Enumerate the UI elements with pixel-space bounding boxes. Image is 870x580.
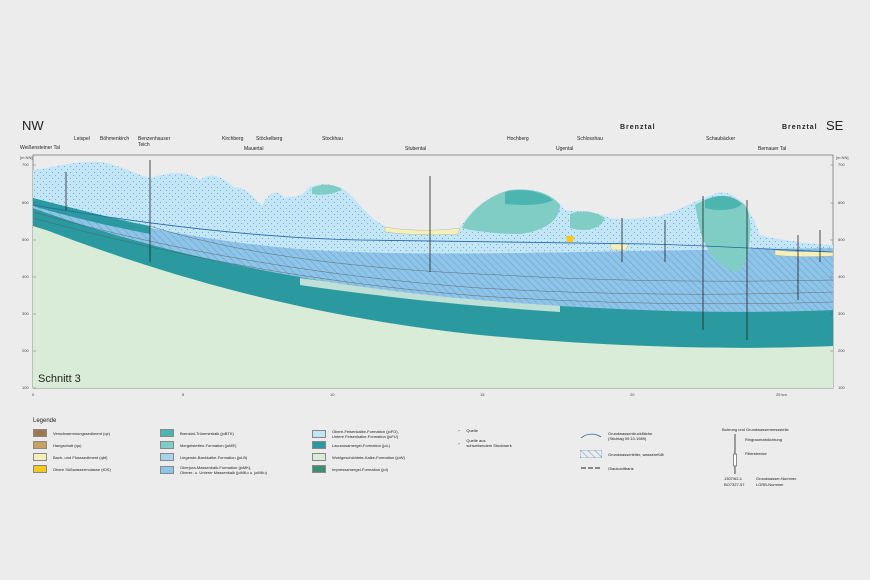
elevation-tick: 500 <box>22 237 29 242</box>
legend-lgrb-num: BO7327-57 <box>724 482 745 487</box>
locality-label: Böhmenkirch <box>100 136 130 142</box>
brenztal-label-mid: Brenztal <box>620 124 656 131</box>
distance-tick: 15 <box>480 392 485 397</box>
elevation-tick-right: 100 <box>838 385 845 390</box>
legend-item: Impressamergel-Formation (joI) <box>312 465 462 473</box>
distance-tick: 0 <box>32 392 35 397</box>
legend-item: Lacunosamergel-Formation (joL) <box>312 441 462 449</box>
distance-tick: 20 <box>630 392 635 397</box>
brenztal-label-right: Brenztal <box>782 124 818 131</box>
legend-aquifer: Grundwasserleiter, wasserefüllt <box>580 450 700 458</box>
glaukonit-icon <box>581 467 601 469</box>
dir-nw-label: NW <box>22 118 44 133</box>
elevation-tick-right: 700 <box>838 162 845 167</box>
sediment-stubental <box>384 226 461 235</box>
layer-joME-schlosshau <box>570 211 605 230</box>
legend-glaukonit: Glaukonitbank <box>580 464 700 472</box>
layer-joBTK-hochberg <box>505 190 553 205</box>
elevation-tick-right: 200 <box>838 348 845 353</box>
boreholes <box>65 160 821 340</box>
legend-item: Hangschutt (qu) <box>33 441 183 449</box>
locality-label: Hochberg <box>507 136 529 142</box>
groundwater-line <box>32 204 834 253</box>
borehole-symbol-icon <box>733 434 737 474</box>
legend-item: Brenztal-Trümmerkalk (joBTK) <box>160 429 310 437</box>
locality-label: Mauertal <box>244 146 264 152</box>
locality-label: Schaubäcker <box>706 136 736 142</box>
elevation-tick: 300 <box>22 311 29 316</box>
spring-icon: ⌐ <box>458 428 461 433</box>
spring-perched-icon: ⌐ <box>458 440 461 446</box>
legend-item: Oberjura-Massenkalk-Formation (joMK), Ob… <box>160 465 310 475</box>
legend-item: Bach- und Flusssediment (qbf) <box>33 453 183 461</box>
elevation-tick: 200 <box>22 348 29 353</box>
elevation-tick-right: 400 <box>838 274 845 279</box>
legend-gw-label: Grundwasser-Nummer <box>756 476 797 481</box>
legend-spring: ⌐ Quelle <box>458 428 478 433</box>
elevation-axis-left <box>33 164 833 389</box>
legend-ringraum: Ringraumabdichtung <box>745 437 782 442</box>
legend-item: Verschwemmungssediment (qz) <box>33 429 183 437</box>
boundary-line <box>32 217 834 304</box>
elevation-tick: 400 <box>22 274 29 279</box>
section-title: Schnitt 3 <box>38 373 81 385</box>
distance-tick: 25 km <box>776 392 787 397</box>
legend-lgrb-label: LGRB-Nummer <box>756 482 784 487</box>
elevation-tick-right: 500 <box>838 237 845 242</box>
locality-label: Weißensteiner Tal <box>20 145 60 151</box>
sediment-tOS <box>566 236 574 242</box>
boundary-line <box>149 225 834 282</box>
aquifer-hatch <box>33 200 833 312</box>
locality-label: Bernauer Tal <box>758 146 787 152</box>
dots-fill <box>33 161 833 254</box>
distance-tick: 10 <box>330 392 335 397</box>
legend-item: Mergelstetten-Formation (joME) <box>160 441 310 449</box>
locality-label: Ugental <box>556 146 574 152</box>
boundary-line <box>32 211 834 295</box>
elevation-unit-right: [m NN] <box>836 155 849 160</box>
elevation-tick: 600 <box>22 200 29 205</box>
locality-label: Kirchberg <box>222 136 244 142</box>
legend-gw-surface: Grundwasserdruckfläche (Stichtag 09.10.1… <box>580 431 700 441</box>
layer-joL-wedge <box>33 198 150 234</box>
sediment-ugental <box>609 243 629 251</box>
gw-surface-icon <box>580 433 602 439</box>
legend-filter: Filterstrecke <box>745 451 767 456</box>
distance-tick: 5 <box>182 392 185 397</box>
elevation-tick: 700 <box>22 162 29 167</box>
elevation-unit-left: [m NN] <box>20 155 33 160</box>
elevation-tick-right: 600 <box>838 200 845 205</box>
dir-se-label: SE <box>826 118 844 133</box>
locality-label: Stockhau <box>322 136 343 142</box>
legend-item: Wohlgeschichtete-Kalke-Formation (joW) <box>312 453 462 461</box>
legend-item: Obere-Felsenkalke-Formation (joFO), Unte… <box>312 429 462 439</box>
elevation-tick-right: 300 <box>838 311 845 316</box>
locality-label: Benzenhauser Teich <box>138 136 171 148</box>
locality-label: Leispel <box>74 136 90 142</box>
layer-joME-mauertal <box>312 184 342 195</box>
elevation-tick: 100 <box>22 385 29 390</box>
layer-joBTK-schaubaecker <box>705 195 742 211</box>
legend-item: Obere Süßwassermolasse (tOS) <box>33 465 183 473</box>
aquifer-hatch-icon <box>580 450 602 458</box>
locality-label: Schlosshau <box>577 136 603 142</box>
legend-gw-num: 1307/62-1 <box>724 476 743 481</box>
layer-joL <box>33 208 833 348</box>
layer-joME-schaubaecker <box>695 196 751 272</box>
locality-label: Stöckelberg <box>256 136 283 142</box>
legend-item: Liegende-Bankkalke-Formation (joLB) <box>160 453 310 461</box>
legend-spring-perched: ⌐ Quelle aus schwebendem Stockwerk <box>458 438 512 448</box>
legend-borehole-title: Bohrung und Grundwassermessstelle <box>722 427 789 432</box>
locality-label: Stubental <box>405 146 427 152</box>
legend-title: Legende <box>33 418 57 424</box>
